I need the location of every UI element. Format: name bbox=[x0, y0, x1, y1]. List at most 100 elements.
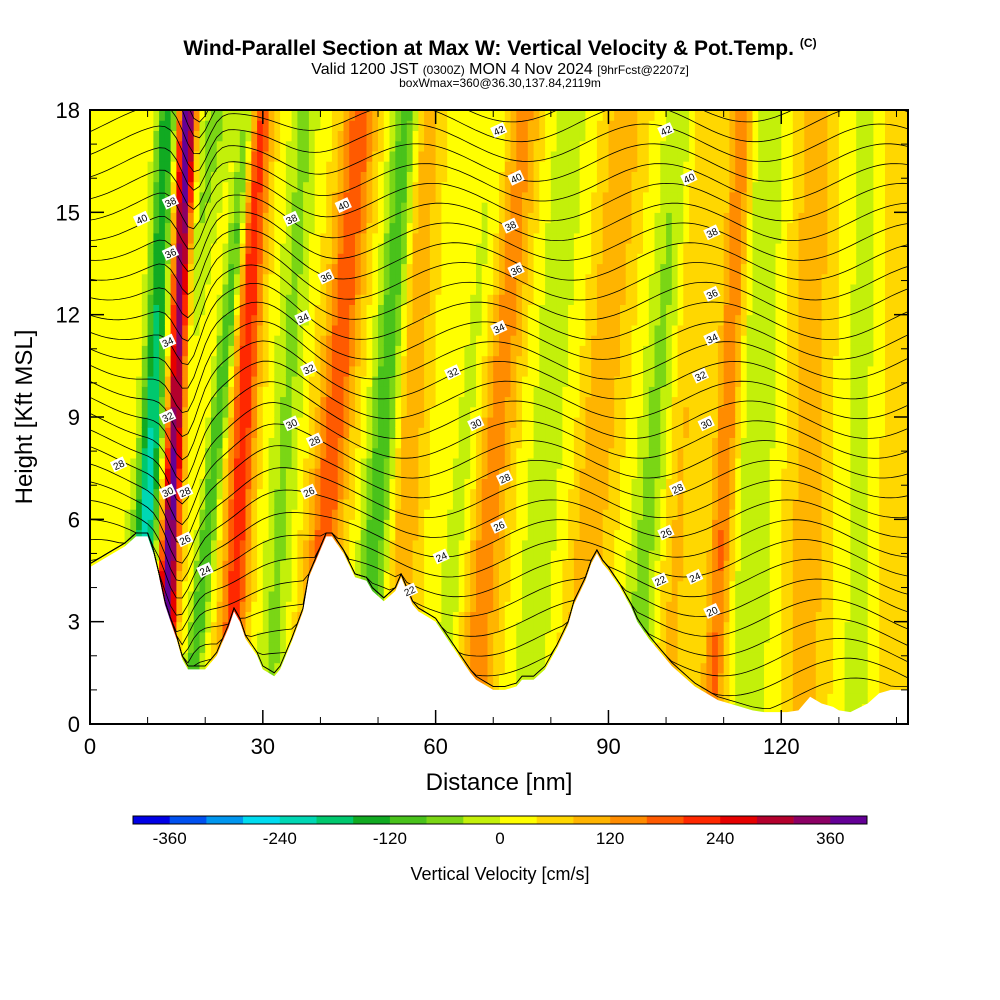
velocity-cell bbox=[378, 386, 385, 398]
velocity-cell bbox=[412, 212, 419, 224]
velocity-cell bbox=[251, 355, 258, 367]
velocity-cell bbox=[245, 396, 252, 408]
velocity-cell bbox=[193, 642, 201, 653]
velocity-cell bbox=[268, 140, 275, 152]
velocity-cell bbox=[228, 191, 235, 203]
velocity-cell bbox=[527, 161, 535, 172]
velocity-cell bbox=[101, 386, 108, 398]
velocity-cell bbox=[516, 509, 523, 520]
velocity-cell bbox=[314, 181, 322, 193]
velocity-cell bbox=[274, 263, 281, 275]
velocity-cell bbox=[118, 417, 126, 428]
velocity-cell bbox=[562, 253, 569, 265]
velocity-cell bbox=[285, 284, 293, 295]
velocity-cell bbox=[406, 161, 414, 172]
velocity-cell bbox=[187, 110, 195, 121]
velocity-cell bbox=[447, 222, 454, 234]
velocity-cell bbox=[262, 110, 270, 121]
velocity-cell bbox=[435, 427, 442, 438]
velocity-cell bbox=[147, 304, 154, 316]
velocity-cell bbox=[107, 437, 114, 449]
velocity-cell bbox=[378, 437, 385, 449]
velocity-cell bbox=[424, 171, 431, 183]
velocity-cell bbox=[101, 304, 108, 316]
velocity-cell bbox=[464, 437, 471, 449]
velocity-cell bbox=[182, 253, 189, 265]
velocity-cell bbox=[452, 509, 460, 520]
velocity-cell bbox=[176, 355, 183, 367]
velocity-cell bbox=[141, 120, 149, 131]
velocity-cell bbox=[447, 171, 454, 183]
velocity-cell bbox=[239, 212, 247, 224]
velocity-cell bbox=[274, 427, 281, 438]
velocity-cell bbox=[245, 304, 252, 316]
velocity-cell bbox=[499, 355, 506, 367]
velocity-cell bbox=[447, 631, 454, 643]
velocity-cell bbox=[510, 365, 517, 377]
velocity-cell bbox=[326, 355, 333, 367]
velocity-cell bbox=[187, 345, 195, 357]
velocity-cell bbox=[504, 591, 512, 602]
velocity-cell bbox=[487, 202, 494, 213]
velocity-cell bbox=[124, 509, 131, 520]
velocity-cell bbox=[303, 273, 310, 285]
velocity-cell bbox=[556, 355, 563, 367]
velocity-cell bbox=[435, 601, 442, 612]
velocity-cell bbox=[401, 212, 408, 224]
velocity-cell bbox=[383, 110, 391, 121]
velocity-cell bbox=[337, 212, 345, 224]
velocity-cell bbox=[418, 550, 425, 561]
velocity-cell bbox=[476, 376, 483, 387]
velocity-cell bbox=[556, 140, 563, 152]
velocity-cell bbox=[118, 161, 126, 172]
velocity-cell bbox=[331, 396, 339, 408]
velocity-cell bbox=[257, 611, 264, 623]
velocity-cell bbox=[556, 417, 563, 428]
velocity-cell bbox=[303, 457, 310, 469]
velocity-cell bbox=[562, 406, 569, 418]
velocity-cell bbox=[222, 509, 229, 520]
velocity-cell bbox=[95, 468, 103, 479]
velocity-cell bbox=[228, 314, 235, 326]
velocity-cell bbox=[268, 417, 275, 428]
velocity-cell bbox=[447, 529, 454, 541]
velocity-cell bbox=[504, 560, 512, 572]
velocity-cell bbox=[193, 140, 201, 152]
velocity-cell bbox=[406, 345, 414, 357]
velocity-cell bbox=[452, 529, 460, 541]
velocity-cell bbox=[349, 365, 356, 377]
velocity-cell bbox=[389, 570, 396, 582]
velocity-cell bbox=[510, 488, 517, 500]
velocity-cell bbox=[516, 621, 523, 633]
velocity-cell bbox=[481, 232, 489, 244]
velocity-cell bbox=[182, 386, 189, 398]
velocity-cell bbox=[303, 140, 310, 152]
velocity-cell bbox=[487, 355, 494, 367]
velocity-cell bbox=[389, 130, 396, 142]
velocity-cell bbox=[493, 478, 500, 490]
velocity-cell bbox=[239, 222, 247, 234]
velocity-cell bbox=[320, 130, 327, 142]
velocity-cell bbox=[262, 335, 270, 346]
velocity-cell bbox=[366, 447, 373, 459]
velocity-cell bbox=[487, 611, 494, 623]
velocity-cell bbox=[187, 457, 195, 469]
velocity-cell bbox=[193, 498, 201, 510]
velocity-cell bbox=[545, 488, 552, 500]
velocity-cell bbox=[199, 212, 206, 224]
velocity-cell bbox=[429, 222, 437, 234]
velocity-cell bbox=[90, 417, 97, 428]
velocity-cell bbox=[303, 376, 310, 387]
velocity-cell bbox=[372, 468, 379, 479]
velocity-cell bbox=[262, 621, 270, 633]
velocity-cell bbox=[527, 324, 535, 336]
velocity-cell bbox=[372, 253, 379, 265]
velocity-cell bbox=[533, 396, 540, 408]
velocity-cell bbox=[239, 263, 247, 275]
velocity-cell bbox=[447, 150, 454, 162]
velocity-cell bbox=[251, 539, 258, 551]
velocity-cell bbox=[343, 294, 350, 305]
velocity-cell bbox=[516, 611, 523, 623]
velocity-cell bbox=[291, 222, 298, 234]
velocity-cell bbox=[170, 212, 177, 224]
